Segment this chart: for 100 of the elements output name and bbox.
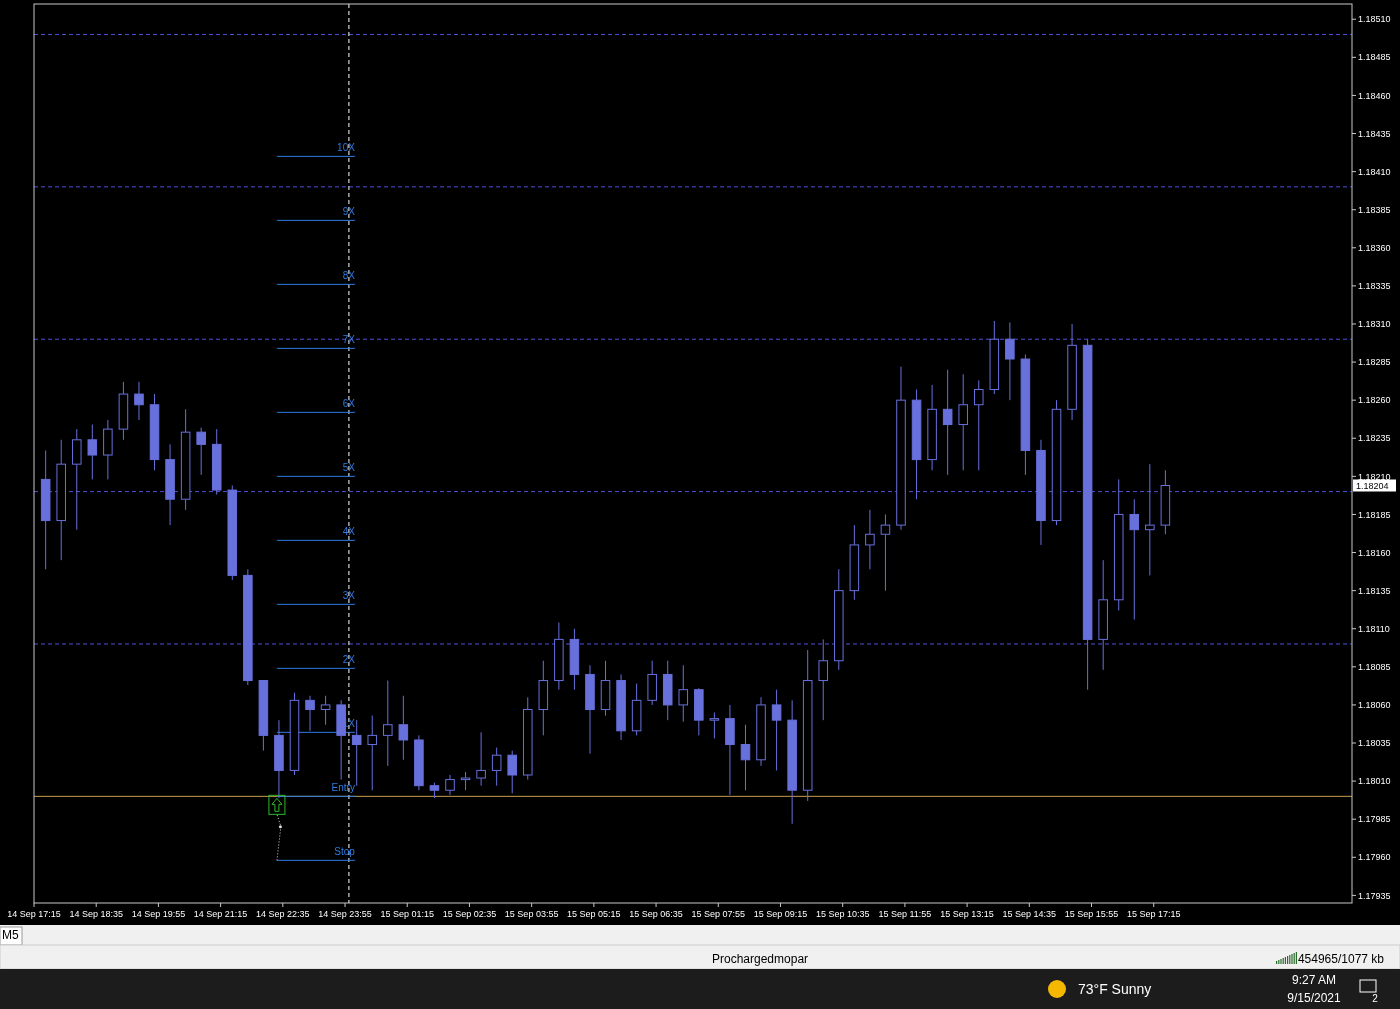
ref-line-label: 8X	[342, 270, 356, 282]
y-tick-label: 1.18310	[1358, 319, 1391, 330]
text: 454965/1077 kb	[1297, 952, 1385, 966]
x-tick-label: 14 Sep 21:15	[193, 909, 248, 919]
y-tick-label: 1.18135	[1358, 585, 1391, 596]
ref-line-label: Stop	[334, 846, 356, 858]
candlestick	[1145, 463, 1155, 576]
candlestick	[87, 424, 98, 480]
candlestick	[1005, 321, 1015, 401]
candlestick	[600, 660, 611, 717]
x-tick-label: 14 Sep 19:55	[131, 909, 186, 919]
text: 1.18204	[1356, 480, 1389, 491]
candlestick	[787, 699, 797, 825]
candlestick	[180, 408, 191, 511]
x-tick-label: 15 Sep 15:55	[1064, 909, 1119, 919]
x-tick-label: 15 Sep 11:55	[878, 909, 932, 919]
candlestick	[880, 513, 891, 592]
y-tick-label: 1.18285	[1358, 357, 1391, 368]
candlestick	[942, 369, 953, 476]
candlestick	[569, 628, 580, 691]
candlestick	[118, 381, 129, 441]
candlestick	[1129, 498, 1140, 621]
x-tick-label: 15 Sep 02:35	[442, 909, 497, 919]
y-tick-label: 1.18235	[1358, 433, 1391, 444]
candlestick	[896, 366, 906, 531]
ref-line-label: 6X	[342, 398, 356, 410]
candlestick	[398, 695, 409, 761]
text: 9/15/2021	[1287, 991, 1342, 1005]
x-tick-label: 14 Sep 18:35	[69, 909, 123, 919]
x-tick-label: 15 Sep 06:35	[629, 909, 683, 919]
y-tick-label: 1.18035	[1358, 738, 1391, 749]
candlestick	[274, 719, 284, 799]
candlestick	[165, 443, 175, 526]
ref-line-label: Entry	[331, 782, 355, 794]
y-tick-label: 1.18210	[1358, 471, 1391, 482]
candlestick	[103, 419, 113, 480]
x-tick-label: 15 Sep 05:15	[567, 909, 621, 919]
candlestick	[616, 673, 626, 741]
candlestick	[367, 715, 378, 791]
candlestick	[149, 393, 160, 471]
candlestick	[756, 696, 766, 767]
y-tick-label: 1.18085	[1358, 661, 1391, 672]
x-tick-label: 14 Sep 22:35	[256, 909, 310, 919]
candlestick	[538, 660, 549, 736]
candlestick	[771, 689, 782, 771]
candlestick	[818, 638, 829, 721]
candlestick	[802, 649, 813, 802]
y-tick-label: 1.18010	[1358, 776, 1391, 787]
candlestick	[383, 680, 393, 767]
x-tick-label: 15 Sep 07:55	[691, 909, 746, 919]
candlestick	[834, 568, 844, 671]
candlestick	[56, 439, 66, 561]
y-tick-label: 1.18385	[1358, 204, 1391, 215]
candlestick	[662, 660, 673, 721]
y-tick-label: 1.18410	[1358, 166, 1391, 177]
candlestick	[1067, 323, 1077, 421]
y-tick-label: 1.18360	[1358, 242, 1391, 253]
candlestick	[134, 381, 144, 421]
x-tick-label: 14 Sep 17:15	[7, 909, 61, 919]
y-tick-label: 1.18260	[1358, 395, 1391, 406]
x-tick-label: 15 Sep 14:35	[1002, 909, 1057, 919]
candlestick	[958, 373, 968, 471]
ref-line-label: 5X	[342, 462, 356, 474]
candlestick	[927, 384, 937, 471]
candlestick	[445, 774, 455, 796]
y-tick-label: 1.18435	[1358, 128, 1391, 139]
text: M5	[2, 928, 19, 942]
y-tick-label: 1.17985	[1358, 814, 1391, 825]
candlestick	[725, 704, 735, 796]
candlestick	[865, 509, 875, 570]
candlestick	[849, 524, 860, 601]
text: Prochargedmopar	[712, 952, 809, 966]
candlestick	[414, 734, 424, 791]
x-tick-label: 15 Sep 10:35	[815, 909, 870, 919]
y-tick-label: 1.18460	[1358, 90, 1391, 101]
ref-line-label: 9X	[342, 206, 356, 218]
y-tick-label: 1.18335	[1358, 281, 1391, 292]
y-tick-label: 1.18060	[1358, 700, 1391, 711]
y-tick-label: 1.18185	[1358, 509, 1391, 520]
y-tick-label: 1.17960	[1358, 852, 1391, 863]
y-tick-label: 1.18110	[1358, 623, 1390, 634]
x-tick-label: 15 Sep 17:15	[1126, 909, 1181, 919]
candlestick	[740, 724, 751, 791]
text: 73°F Sunny	[1078, 981, 1152, 997]
ref-line-label: 2X	[342, 654, 356, 666]
candlestick	[1036, 439, 1046, 546]
candlestick	[476, 731, 486, 787]
x-tick-label: 14 Sep 23:55	[318, 909, 372, 919]
ref-line-label: 4X	[342, 526, 356, 538]
y-tick-label: 1.18510	[1358, 14, 1391, 25]
candlestick	[71, 428, 82, 531]
text: 9:27 AM	[1291, 973, 1337, 987]
y-tick-label: 1.18485	[1358, 52, 1391, 63]
x-tick-label: 15 Sep 09:15	[753, 909, 808, 919]
text: 2	[1372, 993, 1379, 1004]
candlestick	[1082, 338, 1093, 691]
candlestick	[554, 622, 564, 691]
x-tick-label: 15 Sep 13:15	[940, 909, 994, 919]
ref-line-label: 3X	[342, 590, 356, 602]
candlestick	[336, 699, 346, 781]
